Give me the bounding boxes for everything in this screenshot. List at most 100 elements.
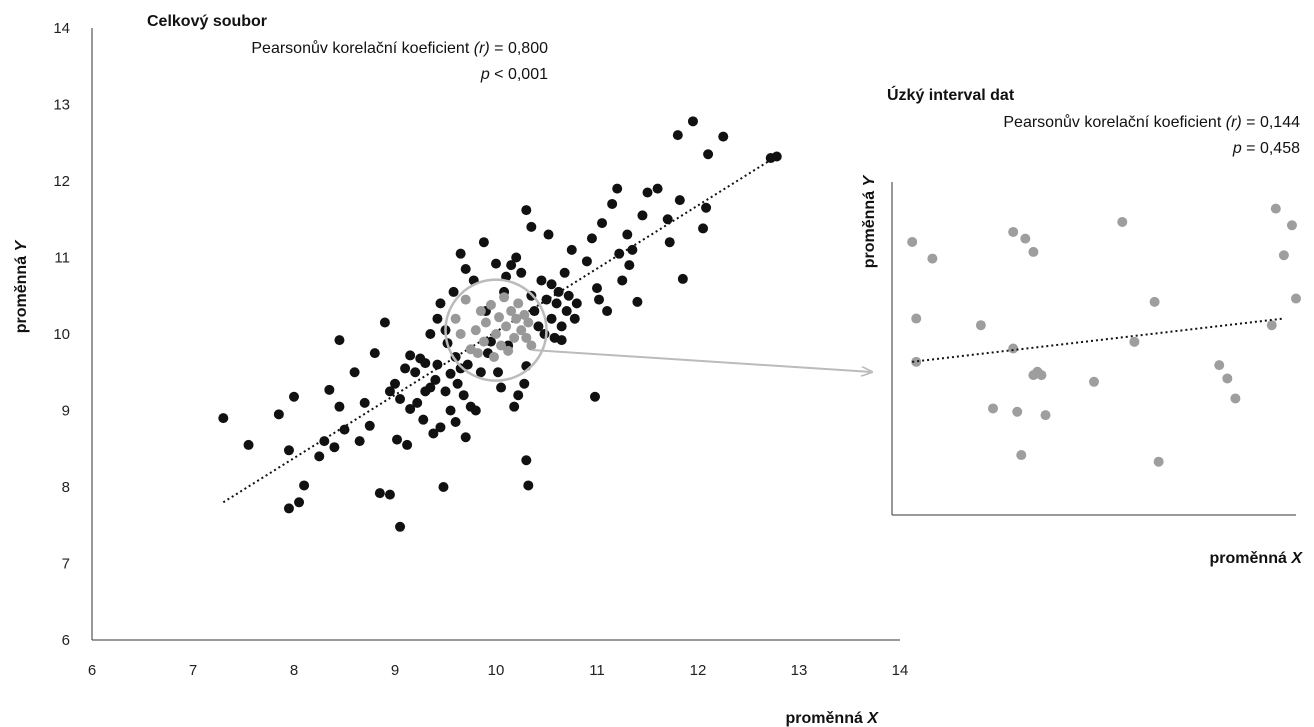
data-point	[586, 233, 597, 244]
highlight-point	[523, 317, 534, 328]
inset-data-points	[907, 203, 1301, 467]
main-p-value-stat: p < 0,001	[480, 66, 548, 83]
data-point	[674, 195, 685, 206]
highlight-point	[509, 332, 520, 343]
data-point	[470, 405, 481, 416]
data-point	[452, 378, 463, 389]
data-point	[509, 401, 520, 412]
data-point	[395, 521, 406, 532]
data-point	[521, 205, 532, 216]
main-x-axis-label: proměnná X	[786, 710, 880, 727]
data-point	[412, 397, 423, 408]
highlight-point	[478, 336, 489, 347]
data-point	[563, 290, 574, 301]
y-tick-label: 6	[62, 632, 70, 649]
highlight-point	[521, 332, 532, 343]
inset-chart: Úzký interval dat Pearsonův korelační ko…	[861, 85, 1303, 567]
data-point	[496, 382, 507, 393]
data-point	[283, 503, 294, 514]
data-point	[1214, 360, 1225, 371]
data-point	[392, 434, 403, 445]
data-point	[430, 374, 441, 385]
data-point	[701, 202, 712, 213]
data-point	[450, 416, 461, 427]
highlight-point	[460, 294, 471, 305]
data-point	[607, 198, 618, 209]
data-point	[339, 424, 350, 435]
data-point	[718, 131, 729, 142]
data-point	[551, 298, 562, 309]
data-point	[435, 422, 446, 433]
data-point	[627, 244, 638, 255]
data-point	[664, 237, 675, 248]
data-point	[602, 306, 613, 317]
highlight-point	[494, 312, 505, 323]
data-point	[571, 298, 582, 309]
data-point	[1153, 456, 1164, 467]
highlight-point	[506, 306, 517, 317]
zoom-arrow	[531, 349, 872, 372]
x-tick-label: 7	[189, 662, 197, 679]
y-tick-label: 13	[53, 97, 70, 114]
data-point	[1270, 203, 1281, 214]
data-point	[1089, 376, 1099, 387]
main-highlight-points	[450, 292, 537, 362]
data-point	[1012, 406, 1023, 417]
data-point	[519, 378, 530, 389]
data-point	[460, 263, 471, 274]
data-point	[324, 384, 335, 395]
highlight-point	[511, 313, 522, 324]
data-point	[511, 252, 522, 263]
data-point	[1016, 450, 1027, 461]
data-point	[334, 335, 345, 346]
data-point	[592, 283, 602, 294]
y-tick-label: 7	[62, 556, 70, 573]
data-point	[395, 394, 406, 405]
data-point	[642, 187, 653, 198]
data-point	[566, 244, 577, 255]
data-point	[334, 401, 345, 412]
data-point	[374, 488, 385, 499]
data-point	[662, 214, 673, 225]
main-chart: 6 7 8 9 10 11 12 13 14 6 7 8 9 10 11 12 13 14 Celkový so…	[13, 13, 908, 727]
data-point	[460, 432, 471, 443]
data-point	[400, 363, 411, 374]
data-point	[521, 455, 532, 466]
data-point	[478, 237, 489, 248]
x-tick-label: 9	[391, 662, 399, 679]
data-point	[428, 428, 439, 439]
data-point	[462, 359, 473, 370]
data-point	[1149, 296, 1160, 307]
highlight-point	[519, 309, 530, 320]
y-tick-label: 11	[54, 250, 70, 267]
data-point	[556, 335, 567, 346]
y-tick-label: 9	[62, 403, 70, 420]
data-point	[516, 267, 527, 278]
data-point	[384, 386, 395, 397]
data-point	[513, 390, 524, 401]
highlight-point	[496, 340, 507, 351]
data-point	[435, 298, 446, 309]
data-point	[218, 413, 229, 424]
data-point	[597, 218, 608, 229]
main-correlation-stat: Pearsonův korelační koeficient (r) = 0,8…	[251, 39, 548, 57]
data-point	[390, 378, 400, 389]
data-point	[445, 368, 456, 379]
data-point	[349, 367, 360, 378]
inset-correlation-stat: Pearsonův korelační koeficient (r) = 0,1…	[1003, 113, 1300, 131]
data-point	[556, 321, 567, 332]
main-x-tick-labels: 6 7 8 9 10 11 12 13 14	[88, 662, 909, 679]
data-point	[1117, 216, 1128, 227]
data-point	[299, 480, 310, 491]
inset-x-axis-label: proměnná X	[1210, 550, 1304, 567]
data-point	[975, 320, 986, 331]
data-point	[440, 386, 451, 397]
x-tick-label: 12	[690, 662, 707, 679]
data-point	[703, 149, 714, 160]
data-point	[1020, 233, 1031, 244]
data-point	[364, 420, 375, 431]
data-point	[1278, 250, 1289, 261]
data-point	[289, 391, 299, 402]
data-point	[536, 275, 547, 286]
data-point	[420, 358, 431, 369]
